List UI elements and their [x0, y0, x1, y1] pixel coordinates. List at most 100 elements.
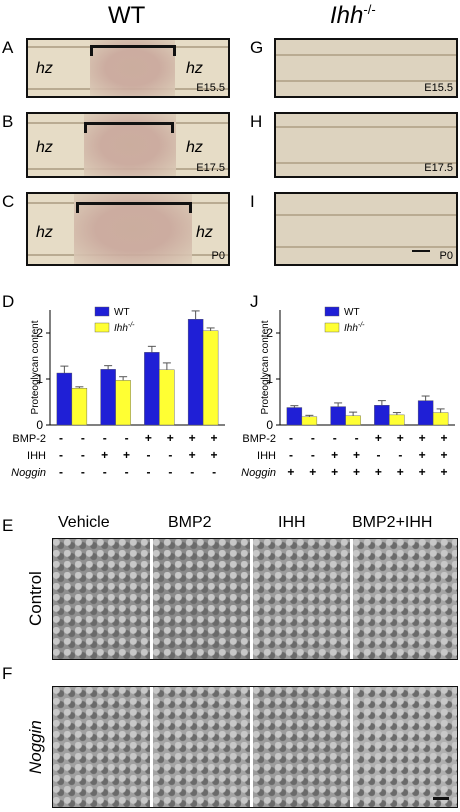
treatment-sign: + — [123, 448, 130, 462]
hz-label: hz — [36, 224, 53, 241]
sem-image — [53, 539, 150, 659]
treatment-sign: + — [375, 465, 382, 479]
legend-label-prefix: Ihh — [344, 323, 358, 334]
treatment-sign: - — [59, 431, 63, 445]
sem-image — [153, 539, 250, 659]
legend-swatch — [324, 306, 340, 317]
treatment-sign: - — [81, 431, 85, 445]
bracket-b — [84, 122, 174, 133]
bracket-c — [76, 202, 192, 213]
sem-image — [353, 539, 457, 659]
treatment-sign: - — [81, 465, 85, 479]
treatment-sign: + — [287, 465, 294, 479]
treatment-sign: + — [211, 448, 218, 462]
treatment-sign: + — [101, 448, 108, 462]
treatment-sign: + — [397, 431, 404, 445]
legend-label: WT — [114, 307, 130, 318]
stage-label: P0 — [211, 250, 225, 262]
stage-label: P0 — [439, 250, 453, 262]
legend-swatch — [94, 306, 110, 317]
panel-label-f: F — [2, 664, 13, 683]
sem-image — [253, 539, 350, 659]
bar — [71, 387, 88, 426]
bar — [389, 414, 405, 426]
y-tick-label: 2 — [266, 326, 273, 340]
treatment-sign: + — [441, 448, 448, 462]
y-tick-label: 2 — [36, 326, 43, 340]
y-tick-label: 0 — [266, 418, 273, 432]
bar — [56, 372, 73, 426]
legend-label: Ihh-/- — [114, 322, 135, 334]
legend-swatch — [324, 322, 340, 333]
treatment-sign: + — [189, 448, 196, 462]
treatment-sign: + — [353, 465, 360, 479]
micrograph-g: E15.5 — [274, 38, 458, 98]
treatment-sign: + — [419, 448, 426, 462]
sem-panel-f — [52, 686, 458, 808]
treatment-sign: - — [59, 448, 63, 462]
panel-label-c: C — [2, 192, 15, 211]
scale-bar — [433, 797, 449, 800]
y-tick-label: 1 — [266, 372, 273, 386]
bar — [159, 369, 175, 426]
hz-label: hz — [186, 139, 203, 156]
bar — [202, 330, 219, 426]
bar — [115, 380, 131, 426]
sem-image — [153, 687, 250, 807]
bar — [144, 352, 160, 426]
sem-panel-e — [52, 538, 458, 660]
sem-image — [53, 687, 150, 807]
treatment-sign: - — [146, 465, 150, 479]
y-tick-label: 0 — [36, 418, 43, 432]
treatment-sign: - — [125, 465, 129, 479]
scale-bar — [412, 250, 430, 252]
treatment-label: BMP-2 — [242, 433, 276, 445]
col-title-ihh: IHH — [278, 514, 306, 531]
treatment-sign: - — [168, 465, 172, 479]
hz-label: hz — [196, 224, 213, 241]
sem-image — [353, 687, 457, 807]
treatment-sign: - — [190, 465, 194, 479]
bar — [286, 407, 303, 426]
hz-label: hz — [36, 139, 53, 156]
legend-label: Ihh-/- — [344, 322, 365, 334]
panel-label-h: H — [250, 112, 263, 131]
treatment-label: IHH — [27, 450, 46, 462]
col-title-bmp2-ihh: BMP2+IHH — [352, 514, 433, 531]
legend-label-sup: -/- — [358, 322, 365, 329]
treatment-sign: + — [331, 465, 338, 479]
stage-label: E17.5 — [424, 162, 453, 174]
wt-column-header: WT — [108, 2, 146, 29]
treatment-sign: - — [59, 465, 63, 479]
treatment-label: Noggin — [241, 467, 276, 479]
treatment-sign: - — [168, 448, 172, 462]
ihh-header-text: Ihh — [330, 2, 364, 29]
treatment-sign: - — [311, 448, 315, 462]
treatment-sign: - — [212, 465, 216, 479]
panel-label-j: J — [250, 292, 259, 311]
treatment-sign: + — [375, 431, 382, 445]
bracket-a — [90, 45, 176, 56]
treatment-sign: + — [419, 431, 426, 445]
treatment-sign: - — [333, 431, 337, 445]
bar — [330, 406, 346, 426]
treatment-sign: + — [309, 465, 316, 479]
row-label-noggin: Noggin — [26, 720, 45, 774]
micrograph-h: E17.5 — [274, 112, 458, 178]
micrograph-i: P0 — [274, 192, 458, 266]
treatment-label: Noggin — [11, 467, 46, 479]
treatment-sign: + — [331, 448, 338, 462]
treatment-sign: - — [398, 448, 402, 462]
hz-label: hz — [36, 60, 53, 77]
bar — [417, 400, 434, 426]
ihh-column-header: Ihh-/- — [330, 2, 376, 30]
legend-swatch — [94, 322, 110, 333]
panel-label-e: E — [2, 516, 14, 535]
y-axis-label: Proteoglycan content — [30, 320, 41, 414]
treatment-label: BMP-2 — [12, 433, 46, 445]
treatment-sign: + — [397, 465, 404, 479]
legend-label-prefix: Ihh — [114, 323, 128, 334]
micrograph-b: hz hz E17.5 — [26, 112, 230, 178]
